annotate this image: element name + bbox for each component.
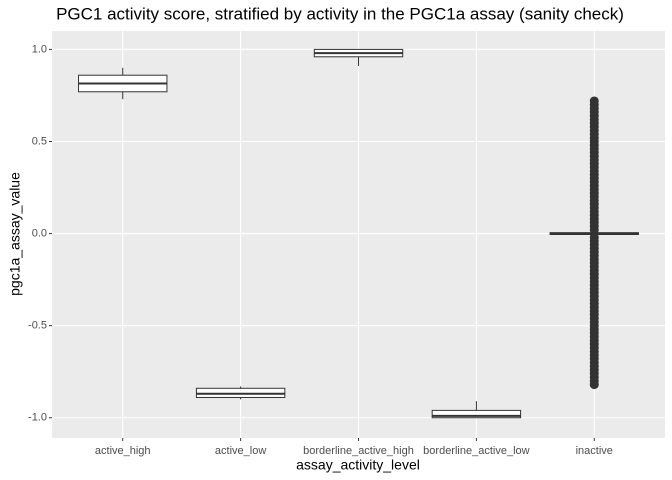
y-axis-label: pgc1a_assay_value (7, 172, 23, 296)
y-tick-label: 0.0 (32, 227, 47, 239)
x-tick-label: borderline_active_high (303, 445, 414, 457)
y-tick-label: 0.5 (32, 135, 47, 147)
x-tick-label: borderline_active_low (423, 445, 529, 457)
chart-title: PGC1 activity score, stratified by activ… (56, 4, 624, 23)
y-tick-label: -1.0 (28, 412, 47, 424)
x-tick-label: inactive (576, 445, 613, 457)
x-axis-label: assay_activity_level (296, 457, 420, 473)
x-tick-label: active_low (215, 445, 266, 457)
outlier (589, 225, 599, 235)
y-tick-label: 1.0 (32, 43, 47, 55)
y-tick-label: -0.5 (28, 320, 47, 332)
x-tick-label: active_high (95, 445, 151, 457)
outlier (589, 380, 599, 390)
box (431, 409, 522, 419)
